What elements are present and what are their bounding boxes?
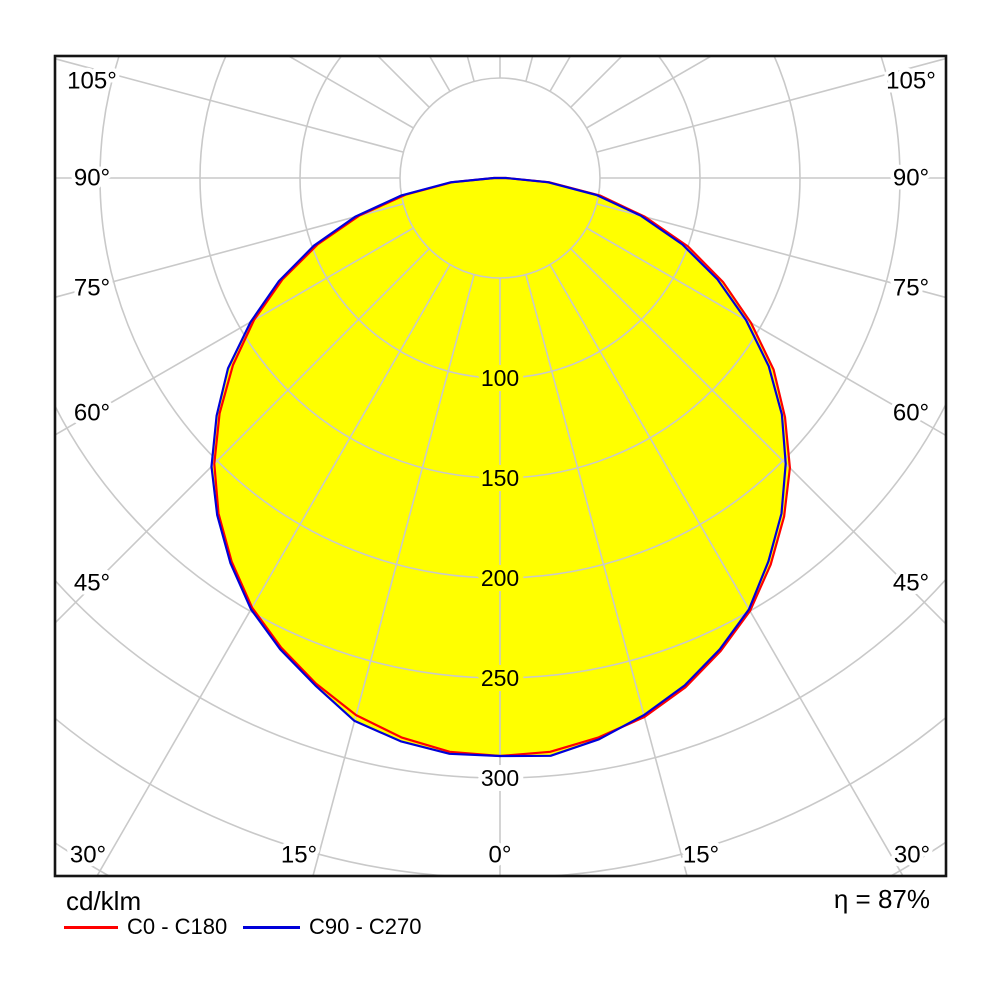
grid-ray-240 bbox=[287, 56, 414, 129]
grid-ray-285 bbox=[55, 203, 404, 299]
gamma-label-90-right: 90° bbox=[893, 164, 929, 191]
gamma-label-75-right: 75° bbox=[893, 274, 929, 301]
grid-ray-60 bbox=[586, 227, 946, 437]
grid-ray-150 bbox=[549, 56, 572, 92]
ring-label-100: 100 bbox=[481, 365, 519, 391]
ring-label-250: 250 bbox=[481, 665, 519, 691]
grid-ray-225 bbox=[376, 56, 430, 108]
gamma-label-bottom-3: 15° bbox=[683, 841, 719, 868]
gamma-label-75-left: 75° bbox=[74, 274, 110, 301]
grid-ray-300 bbox=[55, 227, 414, 436]
gamma-angle-labels: 45° 45° 60° 60° 75° 75° 90° 90° 105° 105° 30° 15° 0°… bbox=[63, 63, 940, 872]
c90-c270-curve bbox=[210, 176, 787, 758]
gamma-label-bottom-4: 30° bbox=[894, 841, 930, 868]
grid-ray-330 bbox=[96, 264, 451, 876]
ring-label-200: 200 bbox=[481, 565, 519, 591]
legend-unit-label: cd/klm bbox=[66, 886, 142, 916]
grid-ray-120 bbox=[586, 56, 713, 129]
gamma-label-bottom-1: 15° bbox=[281, 841, 317, 868]
legend-c0-swatch bbox=[64, 926, 118, 929]
grid-ray-30 bbox=[549, 264, 904, 876]
gamma-label-60-right: 60° bbox=[893, 399, 929, 426]
gamma-label-45-left: 45° bbox=[74, 569, 110, 596]
legend-c90-swatch bbox=[243, 926, 300, 929]
legend-c0-label: C0 - C180 bbox=[127, 914, 228, 939]
grid-ray-255 bbox=[55, 57, 404, 153]
grid-ray-165 bbox=[525, 56, 534, 82]
c0-c180-curve bbox=[213, 176, 791, 758]
intensity-value-labels: 100 150 200 250 300 bbox=[476, 360, 524, 796]
legend-c90-label: C90 - C270 bbox=[309, 914, 422, 939]
gamma-label-90-left: 90° bbox=[74, 164, 110, 191]
gamma-label-bottom-2: 0° bbox=[489, 841, 512, 868]
grid-ray-15 bbox=[525, 274, 688, 876]
grid-ray-195 bbox=[466, 56, 475, 82]
ring-label-150: 150 bbox=[481, 465, 519, 491]
grid-ray-345 bbox=[312, 274, 475, 876]
plot-frame bbox=[53, 54, 948, 878]
gamma-label-105-right: 105° bbox=[886, 67, 936, 94]
ring-label-300: 300 bbox=[481, 765, 519, 791]
grid-ray-210 bbox=[428, 56, 451, 92]
gamma-label-60-left: 60° bbox=[74, 399, 110, 426]
grid-ray-45 bbox=[570, 248, 946, 626]
gamma-label-45-right: 45° bbox=[893, 569, 929, 596]
gamma-label-bottom-0: 30° bbox=[70, 841, 106, 868]
gamma-label-105-left: 105° bbox=[67, 67, 117, 94]
grid-ray-105 bbox=[596, 57, 946, 153]
grid-ray-75 bbox=[596, 203, 946, 299]
grid-ray-315 bbox=[55, 248, 430, 625]
efficiency-label: η = 87% bbox=[833, 884, 930, 914]
